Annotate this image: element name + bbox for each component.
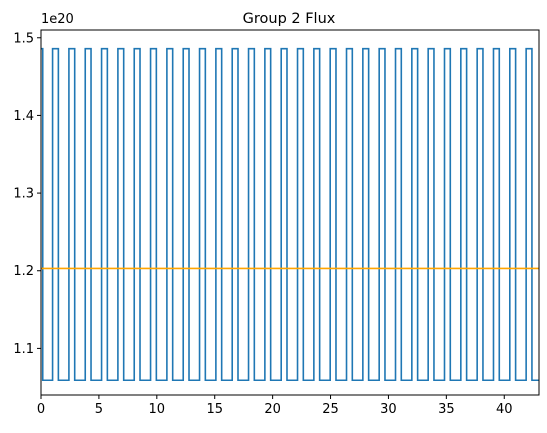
x-tick-label: 10 [149,402,166,417]
chart-title: Group 2 Flux [243,11,336,27]
y-tick-label: 1.5 [13,31,34,46]
series-layer [41,47,539,382]
y-tick-label: 1.1 [13,342,34,357]
plot-frame [40,29,540,396]
x-tick-label: 25 [322,402,339,417]
x-tick-label: 15 [206,402,223,417]
x-tick-label: 35 [438,402,455,417]
y-tick-label: 1.4 [13,109,34,124]
y-offset-label: 1e20 [41,12,74,27]
x-tick-label: 20 [264,402,281,417]
y-tick-label: 1.3 [13,187,34,202]
x-tick-label: 5 [95,402,103,417]
ticks-layer: 0 5 10 15 20 25 30 35 40 1.1 1.2 1.3 1.4 1.5 [13,31,512,417]
y-tick-label: 1.2 [13,264,34,279]
series-line-flux [41,47,539,382]
x-tick-label: 40 [496,402,513,417]
x-tick-label: 0 [37,402,45,417]
x-tick-label: 30 [380,402,397,417]
